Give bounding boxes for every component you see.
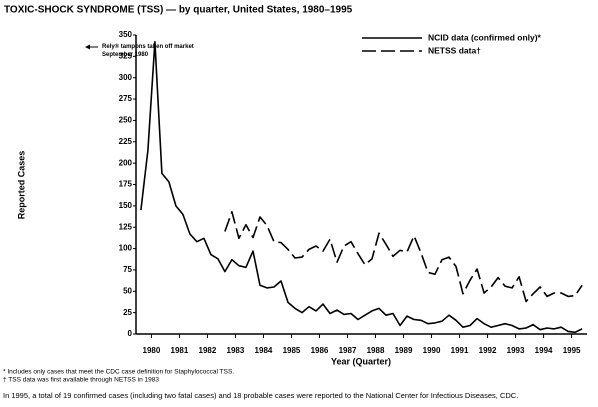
y-tick-label: 350 [119,30,133,39]
legend-label: NCID data (confirmed only)* [428,32,542,42]
annotation-box: Rely® tampons taken off market September… [102,44,194,58]
y-tick-label: 300 [119,73,133,82]
y-tick-label: 250 [119,116,133,125]
x-tick-label: 1990 [423,346,441,355]
y-tick-label: 100 [119,244,133,253]
footnote: * Includes only cases that meet the CDC … [3,369,234,376]
legend-label: NETSS data† [428,45,481,55]
y-tick-label: 25 [123,308,132,317]
y-tick-label: 175 [119,180,133,189]
y-tick-label: 0 [128,329,133,338]
x-tick-label: 1984 [255,346,273,355]
series-line [224,211,583,303]
note: In 1995, a total of 19 confirmed cases (… [3,391,518,400]
y-tick-label: 75 [123,265,132,274]
x-tick-label: 1982 [199,346,217,355]
x-tick-label: 1995 [563,346,581,355]
x-tick-label: 1981 [171,346,189,355]
y-tick-label: 50 [123,286,132,295]
y-axis-label: Reported Cases [16,151,26,220]
footnote: † TSS data was first available through N… [3,377,159,384]
annotation-arrowhead [85,44,90,50]
x-tick-label: 1991 [451,346,469,355]
y-tick-label: 200 [119,158,133,167]
annotation: Rely® tampons taken off market September… [102,44,194,58]
y-tick-label: 275 [119,94,133,103]
series-line [140,41,583,334]
y-tick-label: 225 [119,137,133,146]
x-tick-label: 1989 [395,346,413,355]
x-tick-label: 1993 [507,346,525,355]
x-tick-label: 1985 [283,346,301,355]
x-axis-label: Year (Quarter) [331,356,391,366]
y-tick-label: 125 [119,222,133,231]
y-tick-label: 325 [119,51,133,60]
x-tick-label: 1988 [367,346,385,355]
x-tick-label: 1980 [143,346,161,355]
x-tick-label: 1994 [535,346,553,355]
chart-title: TOXIC-SHOCK SYNDROME (TSS) — by quarter,… [4,5,353,16]
y-tick-label: 150 [119,201,133,210]
x-tick-label: 1983 [227,346,245,355]
x-tick-label: 1986 [311,346,329,355]
x-tick-label: 1992 [479,346,497,355]
x-tick-label: 1987 [339,346,357,355]
